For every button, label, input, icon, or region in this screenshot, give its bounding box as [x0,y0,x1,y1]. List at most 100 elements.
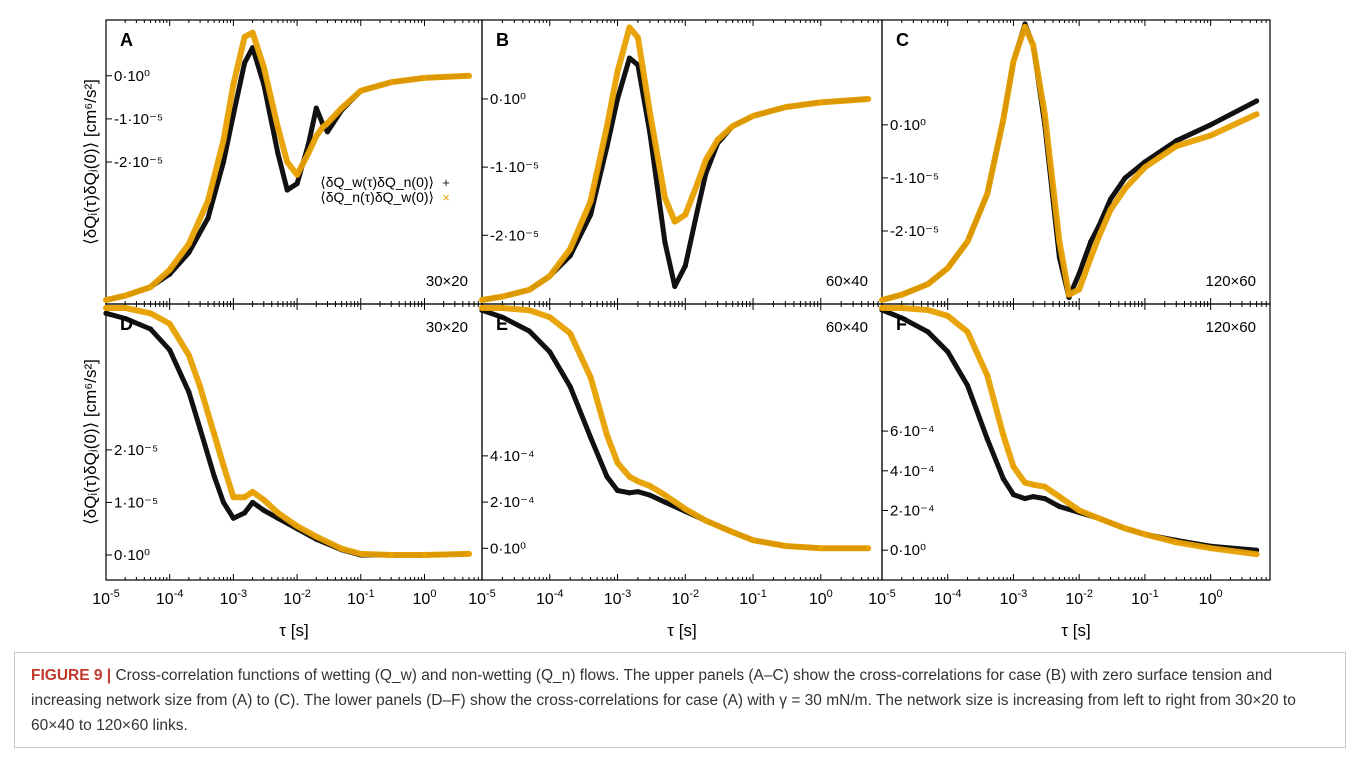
data-point [1122,185,1128,192]
data-point [879,305,885,311]
x-tick-label: 10-5 [868,588,896,608]
data-point [865,96,871,102]
data-point [1088,239,1094,245]
data-point [1208,122,1214,128]
x-tick-label: 10-4 [934,588,962,608]
y-tick-label: 2·10⁻⁴ [490,494,534,511]
data-point [782,104,788,110]
data-point [662,492,668,498]
data-point [499,314,505,320]
data-point [186,389,192,395]
data-point [186,249,192,256]
network-size-label: 30×20 [426,319,468,336]
network-size-label: 60×40 [826,319,868,336]
y-tick-label: -1·10⁻⁵ [890,170,939,187]
x-tick-label: 10-4 [156,588,184,608]
data-point [1000,476,1006,482]
data-point [421,552,428,558]
x-tick-label: 100 [809,588,833,608]
figure-chart: 0·10⁰ -1·10⁻⁵ -2·10⁻⁵ A 30×20 0·10⁰ -1·10⁻⁵ -2·… [81,19,1271,640]
x-tick-label: 10-3 [1000,588,1028,608]
data-point [984,191,990,197]
data-point [466,73,472,79]
data-point [388,552,394,558]
data-point [964,382,971,389]
data-point [526,287,532,293]
data-point [964,239,971,245]
data-point [682,506,688,512]
data-point [587,212,594,218]
data-point [614,69,621,75]
y-axis-label: ⟨δQᵢ(τ)δQⱼ(0)⟩ [cm⁶/s²] [81,359,100,525]
data-point [526,328,532,334]
x-tick-label: 10-2 [671,588,699,608]
data-point [205,198,211,204]
legend-marker: × [442,190,450,205]
data-point [220,499,227,506]
data-point [294,523,300,529]
data-point [1122,175,1128,181]
y-tick-label: 4·10⁻⁴ [490,448,534,465]
data-point [261,507,267,513]
x-tick-label: 10-5 [92,588,120,608]
network-size-label: 60×40 [826,273,868,290]
y-tick-label: 6·10⁻⁴ [890,423,934,440]
data-point [1173,539,1179,545]
x-tick-label: 10-1 [1131,588,1159,608]
y-tick-label: 0·10⁰ [114,547,150,564]
data-point [604,474,610,480]
data-point [1010,492,1017,498]
data-point [358,551,364,557]
data-point [167,267,173,273]
x-tick-label: 10-3 [604,588,632,608]
data-point [1022,495,1028,502]
data-point [925,307,931,313]
series-n-line-c [879,23,1260,303]
x-tick-label: 10-5 [468,588,496,608]
data-point [730,529,736,535]
data-point [925,329,931,335]
data-point [1000,432,1006,438]
y-tick-label: -2·10⁻⁵ [890,223,939,240]
data-point [782,543,788,549]
data-point [1107,196,1114,202]
data-point [547,273,553,279]
data-point [197,426,203,432]
data-point [1042,111,1048,117]
data-point [324,129,331,135]
data-point [147,284,154,290]
data-point [662,499,668,505]
data-point [984,436,990,442]
y-tick-label: -2·10⁻⁵ [490,227,539,244]
data-point [547,349,553,355]
data-point [186,352,192,358]
data-point [635,489,641,495]
data-point [1030,482,1036,488]
data-point [103,297,109,303]
network-size-label: 120×60 [1206,273,1256,290]
data-point [479,297,485,303]
data-point [313,533,319,540]
data-point [694,208,700,215]
panel-frame-c [881,19,1271,305]
y-tick-label: -1·10⁻⁵ [490,159,539,176]
data-point [694,181,700,187]
data-point [242,34,248,40]
data-point [865,545,871,551]
data-point [220,463,227,469]
data-point [526,307,532,313]
data-point [211,473,217,479]
data-point [1122,525,1128,531]
data-point [1076,286,1082,292]
data-point [1142,164,1148,170]
data-point [294,180,300,187]
data-point [294,172,300,178]
caption-label: FIGURE 9 | [31,667,112,684]
data-point [818,545,824,551]
series-n-line-b [479,24,872,303]
data-point [1022,480,1028,486]
x-axis-label: τ [s] [279,621,308,640]
data-point [730,123,736,129]
data-point [750,537,756,543]
data-point [167,321,173,327]
